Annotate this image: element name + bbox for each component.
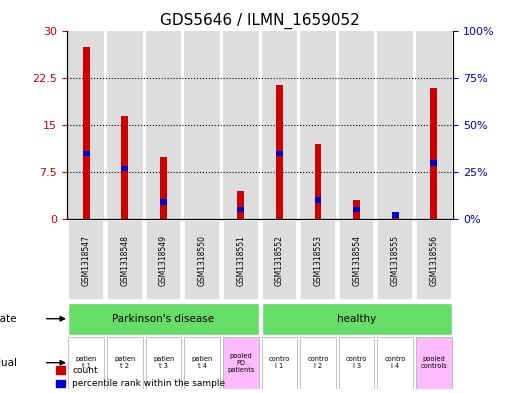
- Bar: [83, 151, 90, 156]
- Bar: [353, 207, 360, 213]
- Bar: [68, 303, 259, 334]
- Bar: [160, 156, 167, 219]
- Bar: [431, 160, 437, 165]
- Bar: [184, 337, 220, 389]
- Text: GSM1318553: GSM1318553: [314, 235, 322, 286]
- Bar: [184, 220, 220, 300]
- Text: patien
t 4: patien t 4: [192, 356, 213, 369]
- Bar: [107, 337, 143, 389]
- Text: GSM1318548: GSM1318548: [121, 235, 129, 286]
- Text: pooled
controls: pooled controls: [421, 356, 447, 369]
- Bar: [353, 200, 360, 219]
- Bar: [146, 31, 181, 219]
- Bar: [416, 337, 452, 389]
- Text: contro
l 4: contro l 4: [385, 356, 406, 369]
- Bar: [83, 47, 90, 219]
- Text: patien
t 2: patien t 2: [114, 356, 135, 369]
- Bar: [431, 88, 437, 219]
- Text: contro
l 1: contro l 1: [269, 356, 290, 369]
- Bar: [146, 337, 181, 389]
- Bar: [377, 220, 413, 300]
- Text: contro
l 3: contro l 3: [346, 356, 367, 369]
- Text: GSM1318554: GSM1318554: [352, 235, 361, 286]
- Text: GSM1318549: GSM1318549: [159, 235, 168, 286]
- Bar: [377, 31, 413, 219]
- Bar: [339, 220, 374, 300]
- Text: patien
t 3: patien t 3: [153, 356, 174, 369]
- Bar: [262, 31, 297, 219]
- Text: pooled
PD
patients: pooled PD patients: [227, 353, 254, 373]
- Text: GSM1318556: GSM1318556: [430, 235, 438, 286]
- Bar: [262, 337, 297, 389]
- Bar: [237, 191, 244, 219]
- Bar: [122, 165, 128, 171]
- Bar: [107, 31, 143, 219]
- Text: GSM1318552: GSM1318552: [275, 235, 284, 286]
- Text: disease state: disease state: [0, 314, 17, 324]
- Bar: [223, 31, 259, 219]
- Text: Parkinson's disease: Parkinson's disease: [112, 314, 215, 324]
- Bar: [262, 220, 297, 300]
- Text: healthy: healthy: [337, 314, 376, 324]
- Bar: [68, 31, 104, 219]
- Bar: [300, 337, 336, 389]
- Text: GSM1318547: GSM1318547: [82, 235, 91, 286]
- Title: GDS5646 / ILMN_1659052: GDS5646 / ILMN_1659052: [160, 13, 360, 29]
- Bar: [392, 213, 399, 218]
- Bar: [160, 199, 167, 205]
- Text: contro
l 2: contro l 2: [307, 356, 329, 369]
- Bar: [223, 337, 259, 389]
- Bar: [68, 337, 104, 389]
- Text: GSM1318551: GSM1318551: [236, 235, 245, 286]
- Bar: [392, 216, 399, 219]
- Bar: [315, 144, 321, 219]
- Text: GSM1318550: GSM1318550: [198, 235, 207, 286]
- Text: GSM1318555: GSM1318555: [391, 235, 400, 286]
- Text: individual: individual: [0, 358, 17, 368]
- Bar: [237, 207, 244, 213]
- Bar: [122, 116, 128, 219]
- Bar: [300, 220, 336, 300]
- Bar: [184, 31, 220, 219]
- Bar: [300, 31, 336, 219]
- Bar: [276, 151, 283, 156]
- Bar: [223, 220, 259, 300]
- Bar: [315, 197, 321, 203]
- Bar: [262, 303, 452, 334]
- Bar: [416, 220, 452, 300]
- Bar: [107, 220, 143, 300]
- Bar: [416, 31, 452, 219]
- Bar: [68, 220, 104, 300]
- Bar: [146, 220, 181, 300]
- Legend: count, percentile rank within the sample: count, percentile rank within the sample: [56, 366, 226, 389]
- Bar: [339, 31, 374, 219]
- Text: patien
t 1: patien t 1: [76, 356, 97, 369]
- Bar: [276, 84, 283, 219]
- Bar: [339, 337, 374, 389]
- Bar: [377, 337, 413, 389]
